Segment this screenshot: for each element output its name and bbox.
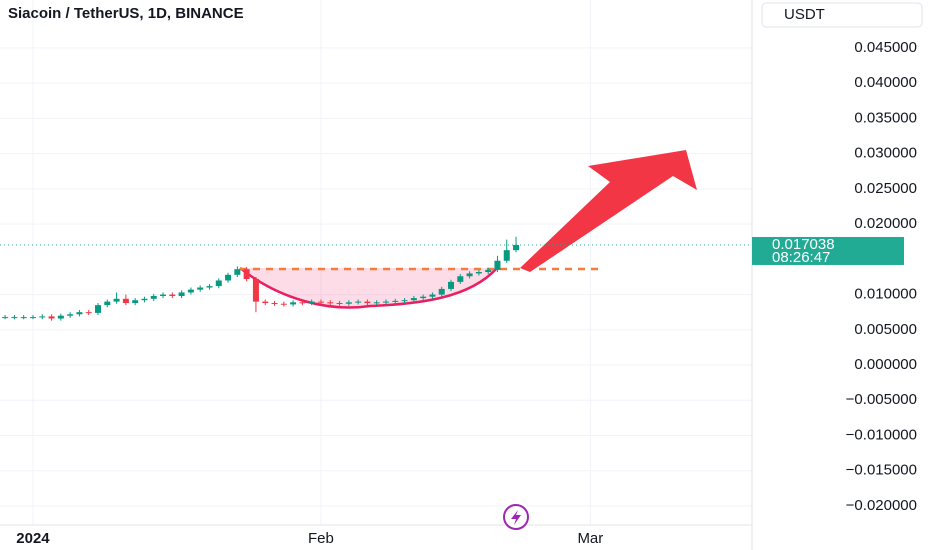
candle-body bbox=[466, 273, 473, 277]
y-tick-label: 0.025000 bbox=[854, 180, 917, 197]
candle-body bbox=[215, 280, 222, 287]
countdown-label: 08:26:47 bbox=[772, 249, 830, 266]
candle-body bbox=[160, 294, 167, 296]
candle-body bbox=[252, 279, 259, 302]
candle-body bbox=[85, 312, 92, 314]
axes: 0.045000 0.040000 0.035000 0.030000 0.025000… bbox=[0, 39, 917, 547]
candle-body bbox=[95, 305, 102, 313]
candle-body bbox=[280, 303, 287, 305]
candle-body bbox=[373, 302, 380, 304]
candle-body bbox=[206, 286, 213, 288]
candle-body bbox=[39, 316, 46, 318]
candle-body bbox=[104, 301, 111, 306]
candle-body bbox=[382, 301, 389, 303]
y-tick-label: −0.010000 bbox=[846, 426, 917, 443]
candle-body bbox=[290, 302, 297, 305]
candle-body bbox=[438, 288, 445, 295]
candle-body bbox=[299, 302, 306, 304]
chart-title: Siacoin / TetherUS, 1D, BINANCE bbox=[8, 5, 244, 22]
candle-body bbox=[317, 301, 324, 303]
y-tick-label: 0.035000 bbox=[854, 109, 917, 126]
candle-body bbox=[485, 269, 492, 273]
candle-body bbox=[355, 301, 362, 303]
y-tick-label: 0.020000 bbox=[854, 215, 917, 232]
candle-body bbox=[475, 272, 482, 274]
x-tick-label: 2024 bbox=[16, 530, 50, 547]
candles bbox=[2, 236, 520, 321]
lightning-icon bbox=[511, 510, 521, 525]
candle-body bbox=[345, 302, 352, 304]
candle-body bbox=[234, 269, 241, 275]
y-tick-label: 0.000000 bbox=[854, 356, 917, 373]
arrow bbox=[520, 150, 697, 272]
candle-body bbox=[20, 317, 27, 319]
candle-body bbox=[197, 287, 204, 290]
cup-curve bbox=[239, 267, 498, 309]
candle-body bbox=[503, 250, 510, 261]
candle-body bbox=[67, 314, 74, 316]
y-tick-label: −0.015000 bbox=[846, 462, 917, 479]
candle-body bbox=[2, 317, 9, 319]
candle-body bbox=[457, 276, 464, 282]
candle-body bbox=[308, 301, 315, 304]
candle-body bbox=[448, 281, 455, 289]
candle-body bbox=[187, 289, 194, 293]
x-tick-label: Feb bbox=[308, 530, 334, 547]
candle-body bbox=[29, 317, 36, 319]
grid bbox=[0, 0, 752, 525]
candle-body bbox=[392, 300, 399, 302]
candle-body bbox=[132, 300, 139, 304]
candle-body bbox=[262, 301, 269, 304]
last-price-label: 0.017038 bbox=[772, 236, 835, 253]
candle-body bbox=[401, 300, 408, 302]
candle-body bbox=[141, 298, 148, 301]
candle-body bbox=[48, 316, 55, 319]
candle-body bbox=[336, 303, 343, 305]
last-price-box bbox=[752, 236, 904, 265]
candle-body bbox=[364, 301, 371, 304]
candle-body bbox=[113, 298, 120, 302]
candle-body bbox=[57, 315, 64, 319]
y-tick-label: 0.010000 bbox=[854, 286, 917, 303]
candle-body bbox=[169, 294, 176, 296]
y-tick-label: −0.005000 bbox=[846, 391, 917, 408]
candle-body bbox=[122, 298, 129, 304]
candle-body bbox=[150, 295, 157, 299]
candle-body bbox=[178, 292, 185, 296]
candle-body bbox=[76, 312, 83, 315]
candle-body bbox=[513, 244, 520, 251]
y-tick-label: −0.020000 bbox=[846, 497, 917, 514]
currency-label: USDT bbox=[784, 6, 825, 23]
currency-button[interactable] bbox=[761, 2, 923, 28]
candle-body bbox=[327, 302, 334, 304]
candle-body bbox=[429, 294, 436, 297]
candle-body bbox=[11, 317, 18, 319]
y-tick-label: 0.005000 bbox=[854, 321, 917, 338]
candle-body bbox=[410, 298, 417, 301]
y-tick-label: 0.045000 bbox=[854, 39, 917, 56]
y-tick-label: 0.040000 bbox=[854, 74, 917, 91]
x-tick-label: Mar bbox=[577, 530, 603, 547]
candle-body bbox=[494, 260, 501, 270]
candle-body bbox=[225, 274, 232, 281]
candle-body bbox=[420, 296, 427, 299]
candle-body bbox=[243, 269, 250, 280]
y-tick-label: 0.030000 bbox=[854, 145, 917, 162]
candle-body bbox=[271, 303, 278, 305]
